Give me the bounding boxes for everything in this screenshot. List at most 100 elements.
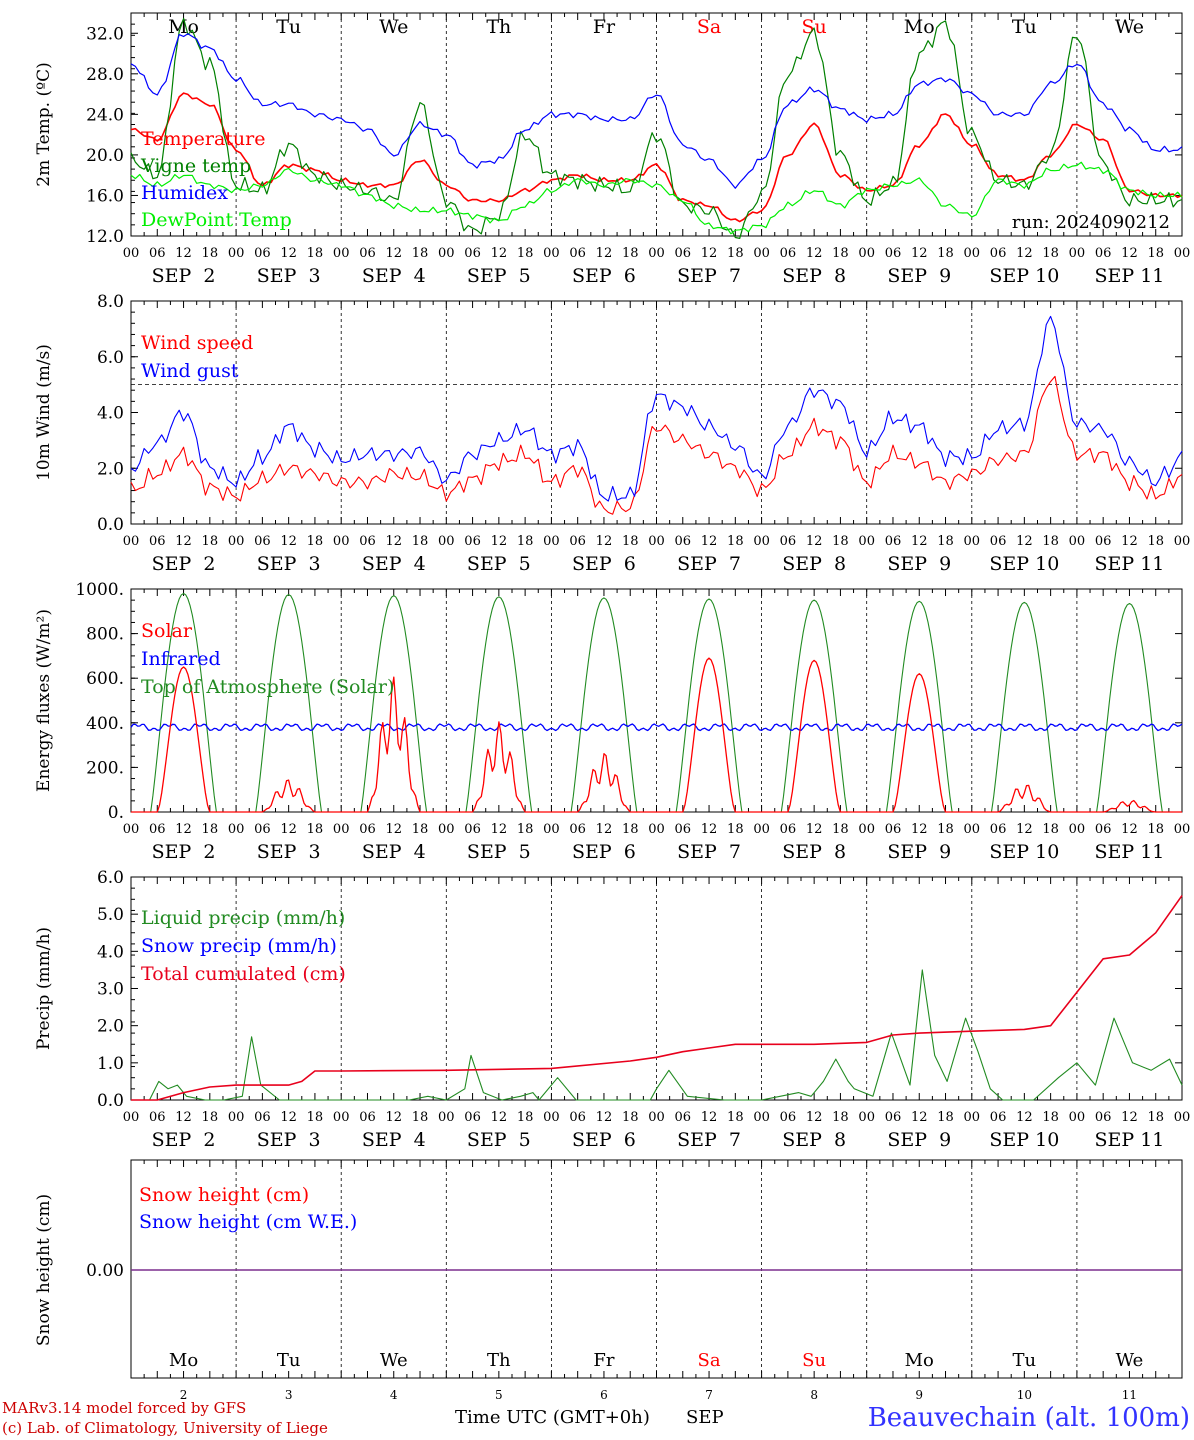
hour-tick-label: 12 bbox=[385, 822, 402, 837]
date-label: SEP 8 bbox=[782, 553, 846, 575]
day-name: Th bbox=[486, 16, 511, 38]
hour-tick-label: 06 bbox=[359, 534, 376, 549]
plot-frame bbox=[130, 588, 1183, 813]
panels: 12.016.020.024.028.032.02m Temp. (ºC)Mo T… bbox=[34, 12, 1190, 1402]
hour-tick-label: 06 bbox=[149, 822, 166, 837]
y-tick-label: 24.0 bbox=[86, 105, 124, 125]
hour-tick-label: 06 bbox=[780, 534, 797, 549]
legend-item: Infrared bbox=[141, 648, 221, 670]
lab-credit: (c) Lab. of Climatology, University of L… bbox=[2, 1419, 328, 1437]
date-label: SEP 6 bbox=[572, 265, 636, 287]
date-label: SEP 7 bbox=[677, 1129, 741, 1151]
day-number: 10 bbox=[1017, 1388, 1032, 1402]
hour-tick-label: 06 bbox=[569, 822, 586, 837]
y-tick-label: 200. bbox=[86, 758, 124, 778]
hour-tick-label: 06 bbox=[675, 534, 692, 549]
hour-tick-label: 18 bbox=[1147, 246, 1164, 261]
legend-item: Snow height (cm W.E.) bbox=[139, 1211, 357, 1233]
hour-tick-label: 00 bbox=[438, 246, 455, 261]
hour-tick-label: 06 bbox=[885, 246, 902, 261]
hour-tick-label: 18 bbox=[412, 1110, 429, 1125]
hour-tick-label: 06 bbox=[464, 534, 481, 549]
hour-tick-label: 00 bbox=[648, 246, 665, 261]
hour-tick-label: 18 bbox=[727, 1110, 744, 1125]
hour-tick-label: 18 bbox=[517, 822, 534, 837]
y-tick-label: 0.0 bbox=[97, 515, 124, 535]
hour-tick-label: 12 bbox=[1016, 534, 1033, 549]
date-label: SEP 7 bbox=[677, 553, 741, 575]
series-line-liquid bbox=[131, 969, 1183, 1101]
hour-tick-label: 12 bbox=[491, 246, 508, 261]
hour-tick-label: 12 bbox=[806, 822, 823, 837]
date-label: SEP 9 bbox=[887, 265, 951, 287]
date-label: SEP 2 bbox=[152, 553, 216, 575]
hour-tick-label: 18 bbox=[832, 1110, 849, 1125]
y-axis-label: 10m Wind (m/s) bbox=[34, 344, 54, 481]
hour-tick-label: 12 bbox=[175, 246, 192, 261]
hour-tick-label: 00 bbox=[648, 1110, 665, 1125]
legend-item: DewPoint Temp bbox=[141, 209, 292, 231]
hour-tick-label: 06 bbox=[990, 246, 1007, 261]
date-label: SEP 11 bbox=[1095, 841, 1165, 863]
hour-tick-label: 18 bbox=[1147, 822, 1164, 837]
hour-tick-label: 12 bbox=[1016, 246, 1033, 261]
y-tick-label: 2.0 bbox=[97, 459, 124, 479]
day-number: 7 bbox=[705, 1388, 713, 1402]
hour-tick-label: 18 bbox=[622, 1110, 639, 1125]
date-label: SEP 2 bbox=[152, 265, 216, 287]
date-label: SEP 8 bbox=[782, 841, 846, 863]
hour-tick-label: 00 bbox=[123, 1110, 140, 1125]
hour-tick-label: 06 bbox=[990, 534, 1007, 549]
hour-tick-label: 12 bbox=[596, 534, 613, 549]
hour-tick-label: 00 bbox=[438, 534, 455, 549]
series-line-wind_speed bbox=[130, 375, 1183, 515]
hour-tick-label: 06 bbox=[149, 246, 166, 261]
day-name: Th bbox=[487, 1350, 511, 1371]
hour-tick-label: 00 bbox=[964, 822, 981, 837]
hour-tick-label: 00 bbox=[648, 822, 665, 837]
day-name: We bbox=[1116, 1350, 1144, 1371]
hour-tick-label: 18 bbox=[832, 534, 849, 549]
date-label: SEP 7 bbox=[677, 265, 741, 287]
legend-item: Liquid precip (mm/h) bbox=[141, 907, 345, 929]
date-label: SEP 4 bbox=[362, 265, 426, 287]
location-label: Beauvechain (alt. 100m) bbox=[868, 1403, 1190, 1433]
hour-tick-label: 06 bbox=[1095, 534, 1112, 549]
day-name: Su bbox=[802, 1350, 826, 1371]
y-axis-label: Snow height (cm) bbox=[34, 1194, 54, 1346]
date-label: SEP 3 bbox=[257, 841, 321, 863]
hour-tick-label: 12 bbox=[911, 1110, 928, 1125]
hour-tick-label: 06 bbox=[675, 1110, 692, 1125]
hour-tick-label: 06 bbox=[359, 822, 376, 837]
y-tick-label: 2.0 bbox=[97, 1017, 124, 1037]
hour-tick-label: 06 bbox=[254, 822, 271, 837]
hour-tick-label: 00 bbox=[858, 1110, 875, 1125]
date-label: SEP 7 bbox=[677, 841, 741, 863]
hour-tick-label: 18 bbox=[517, 534, 534, 549]
y-tick-label: 6.0 bbox=[97, 868, 124, 888]
hour-tick-label: 18 bbox=[937, 246, 954, 261]
y-tick-label: 0.0 bbox=[97, 1091, 124, 1111]
panel-4: 0.0 1.0 2.0 3.0 4.0 5.0 6.0 Precip (mm/h) Liquid… bbox=[34, 868, 1190, 1151]
day-name: Sa bbox=[697, 16, 721, 38]
hour-tick-label: 12 bbox=[911, 534, 928, 549]
hour-tick-label: 18 bbox=[1042, 822, 1059, 837]
panel-1: 12.0 16.0 20.0 24.0 28.0 32.0 2m Temp. (ºC) Mo T… bbox=[34, 12, 1190, 287]
hour-tick-label: 18 bbox=[202, 1110, 219, 1125]
day-number: 5 bbox=[495, 1388, 503, 1402]
hour-tick-label: 18 bbox=[1147, 1110, 1164, 1125]
legend-item: Humidex bbox=[141, 182, 228, 204]
hour-tick-label: 18 bbox=[1042, 1110, 1059, 1125]
date-label: SEP 10 bbox=[989, 553, 1059, 575]
date-label: SEP 10 bbox=[989, 1129, 1059, 1151]
hour-tick-label: 18 bbox=[307, 534, 324, 549]
hour-tick-label: 00 bbox=[753, 534, 770, 549]
hour-tick-label: 18 bbox=[937, 534, 954, 549]
date-label: SEP 11 bbox=[1095, 265, 1165, 287]
hour-tick-label: 12 bbox=[1121, 534, 1138, 549]
y-tick-label: 5.0 bbox=[97, 905, 124, 925]
hour-tick-label: 12 bbox=[280, 822, 297, 837]
hour-tick-label: 06 bbox=[254, 534, 271, 549]
hour-tick-label: 00 bbox=[123, 534, 140, 549]
day-number: 11 bbox=[1122, 1388, 1137, 1402]
